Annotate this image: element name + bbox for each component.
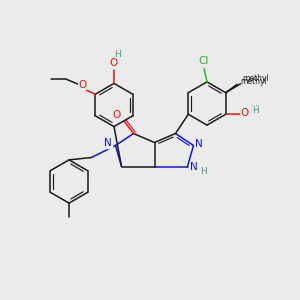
Text: H: H <box>252 106 259 115</box>
Text: N: N <box>190 162 198 172</box>
Text: N: N <box>104 138 112 148</box>
Text: O: O <box>241 108 249 118</box>
Text: methyl: methyl <box>242 74 269 83</box>
Text: N: N <box>195 139 203 149</box>
Text: Cl: Cl <box>199 56 209 66</box>
Text: Cl: Cl <box>199 57 209 67</box>
Text: O: O <box>241 108 249 118</box>
Text: O: O <box>79 80 87 90</box>
Text: O: O <box>110 58 118 68</box>
Text: N: N <box>190 162 198 172</box>
Text: methyl: methyl <box>241 77 268 86</box>
Text: N: N <box>195 139 203 149</box>
Text: H: H <box>250 105 257 114</box>
Text: O: O <box>112 110 120 121</box>
Text: O: O <box>112 111 120 121</box>
Text: N: N <box>105 139 113 149</box>
Text: H: H <box>200 167 206 176</box>
Text: H: H <box>200 166 206 175</box>
Text: H: H <box>114 50 121 59</box>
